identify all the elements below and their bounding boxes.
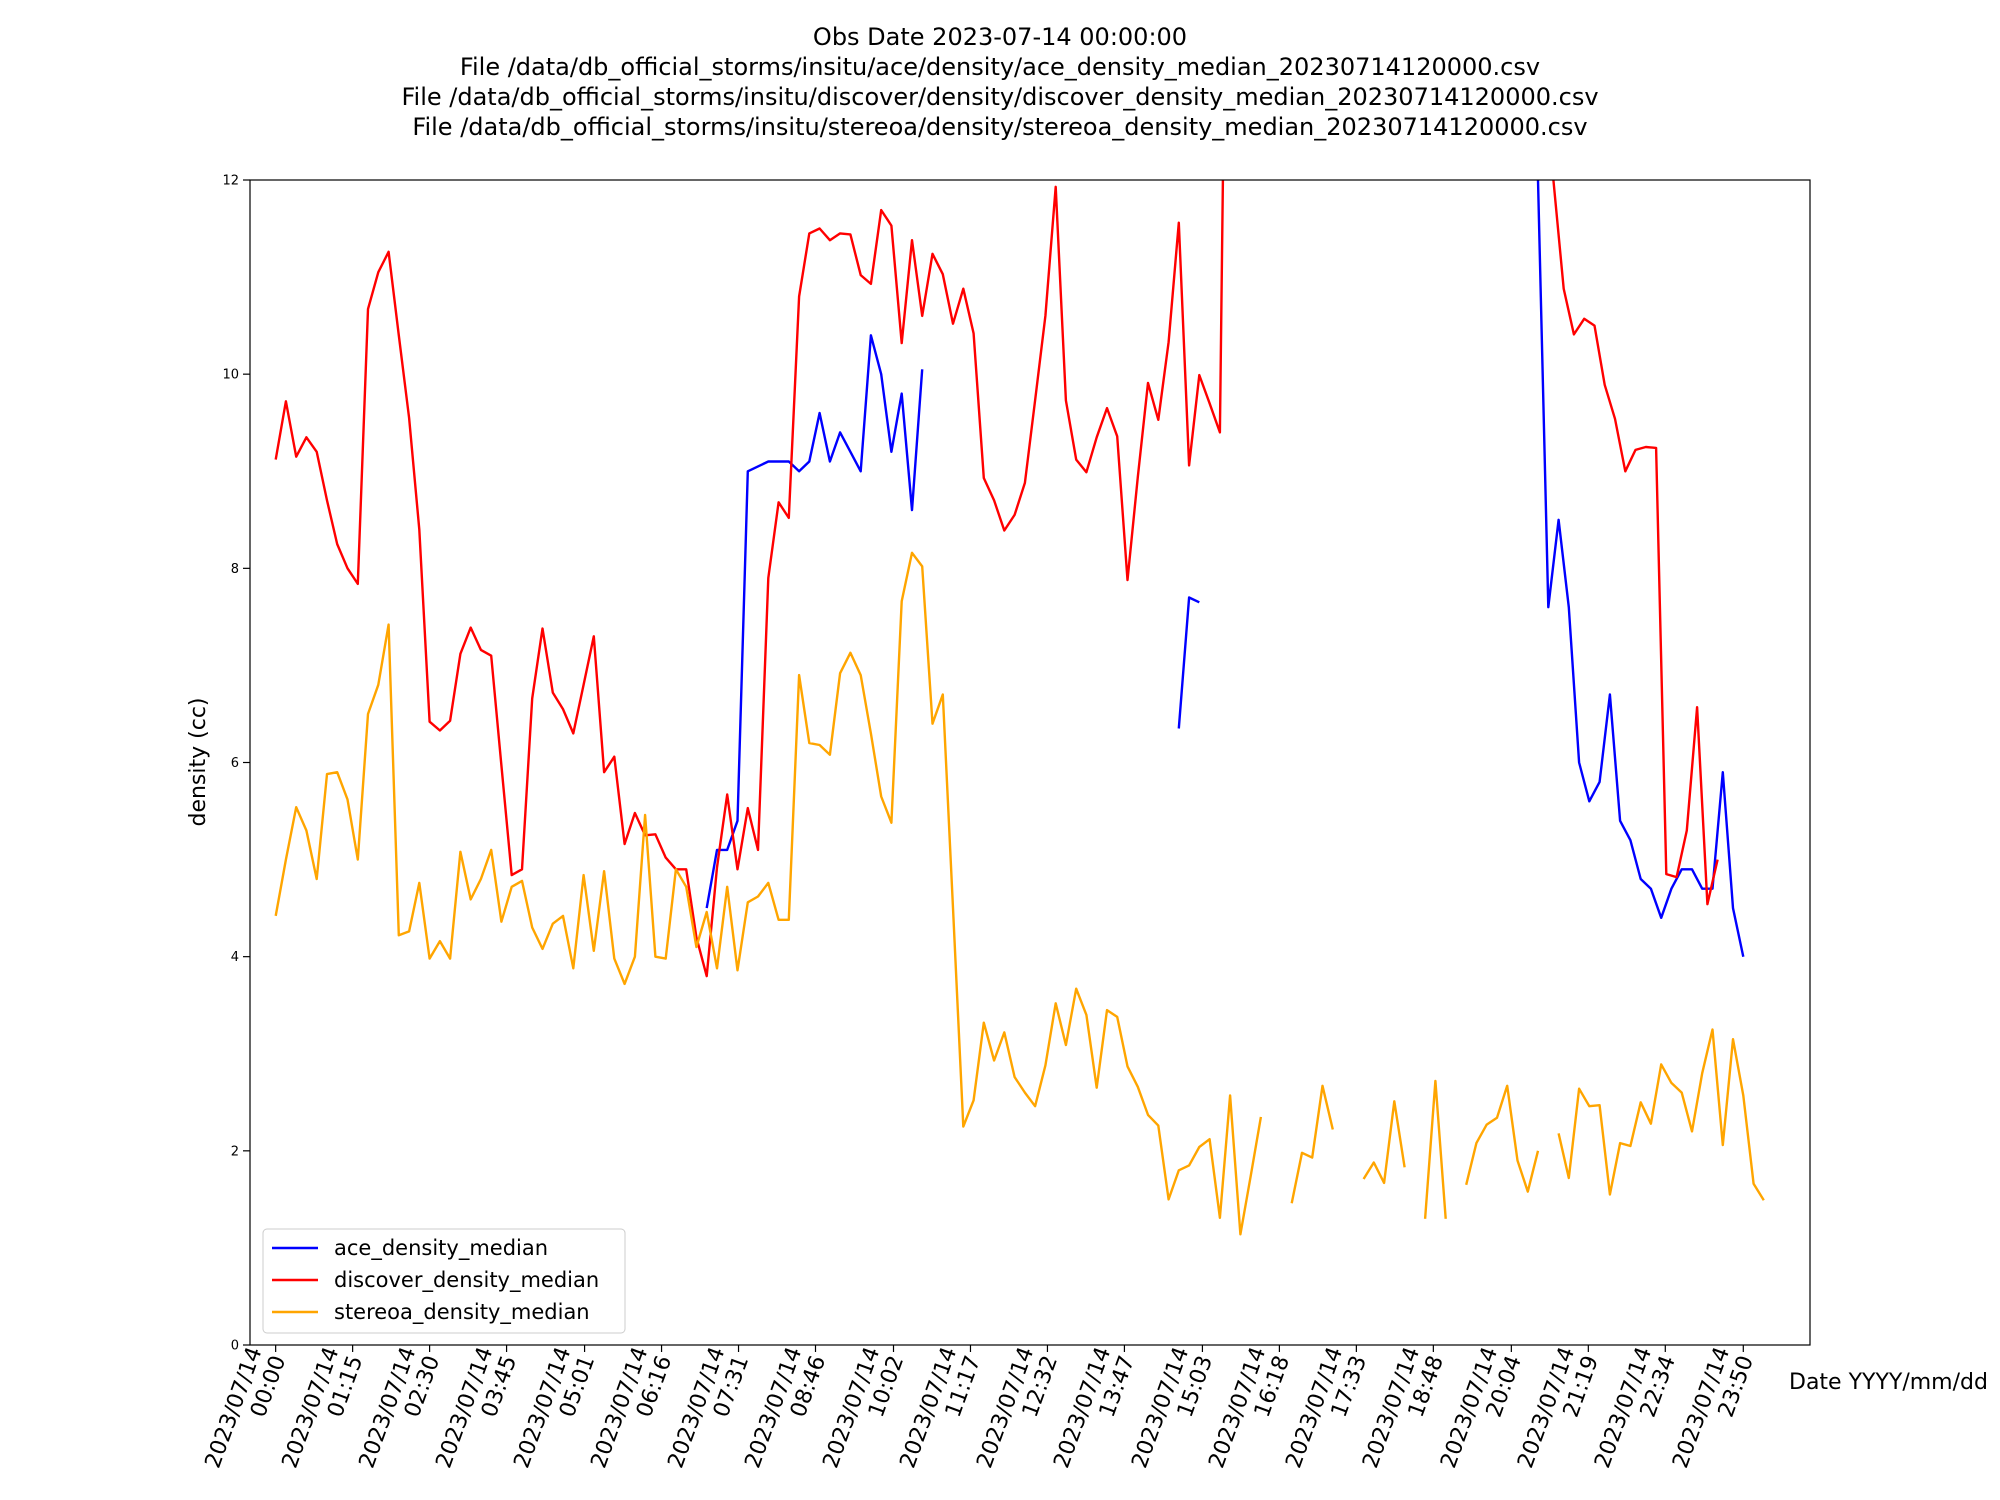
x-tick-label: 2023/07/1412:32: [972, 1344, 1063, 1480]
legend-label-stereoa_density_median: stereoa_density_median: [334, 1300, 590, 1325]
title-line-obs-date: Obs Date 2023-07-14 00:00:00: [812, 23, 1188, 51]
series-layer: [274, 180, 1765, 1236]
legend-label-discover_density_median: discover_density_median: [334, 1268, 599, 1293]
series-line-stereoa_density_median-segment-5: [1557, 1028, 1765, 1201]
x-tick-label: 2023/07/1402:30: [355, 1344, 446, 1480]
y-tick-label: 12: [222, 174, 239, 189]
x-tick-label: 2023/07/1413:47: [1049, 1344, 1140, 1480]
x-tick-label: 2023/07/1401:15: [278, 1344, 369, 1480]
series-line-stereoa_density_median-segment-2: [1362, 1100, 1406, 1185]
x-tick-label: 2023/07/1407:31: [664, 1344, 755, 1480]
x-tick-label: 2023/07/1406:16: [587, 1344, 678, 1480]
x-tick-label: 2023/07/1403:45: [432, 1344, 523, 1480]
y-tick-label: 8: [231, 562, 239, 577]
y-tick-label: 4: [231, 950, 239, 965]
legend: ace_density_median discover_density_media…: [262, 1228, 626, 1334]
chart-title: Obs Date 2023-07-14 00:00:00 File /data/…: [0, 22, 2000, 142]
y-tick-label: 2: [231, 1144, 239, 1159]
series-line-ace_density_median-segment-2: [1536, 180, 1745, 957]
title-line-stereoa-file: File /data/db_official_storms/insitu/ste…: [412, 113, 1588, 141]
x-tick-label: 2023/07/1417:33: [1281, 1344, 1372, 1480]
y-axis-label: density (cc): [186, 697, 211, 826]
y-axis: 0 2 4 6 8 10 12: [222, 174, 250, 1354]
series-line-stereoa_density_median-segment-3: [1423, 1079, 1447, 1219]
series-line-ace_density_median-segment-1: [1177, 596, 1200, 729]
series-line-discover_density_median-segment-1: [1552, 180, 1719, 906]
x-tick-label: 2023/07/1415:03: [1127, 1344, 1218, 1480]
series-line-ace_density_median-segment-0: [705, 334, 924, 909]
x-tick-label: 2023/07/1408:46: [740, 1344, 831, 1480]
legend-label-ace_density_median: ace_density_median: [334, 1236, 548, 1261]
x-tick-label: 2023/07/1410:02: [818, 1344, 909, 1480]
y-tick-label: 0: [231, 1339, 239, 1354]
plot-frame: [249, 179, 1811, 1346]
x-axis-label: Date YYYY/mm/dd: [1789, 1370, 1988, 1395]
x-axis: 2023/07/1400:002023/07/1401:152023/07/14…: [201, 1344, 1759, 1480]
x-tick-label: 2023/07/1416:18: [1204, 1344, 1295, 1480]
x-tick-label: 2023/07/1421:19: [1513, 1344, 1604, 1480]
x-tick-label: 2023/07/1423:50: [1668, 1344, 1759, 1480]
series-line-stereoa_density_median-segment-0: [274, 551, 1263, 1236]
title-line-discover-file: File /data/db_official_storms/insitu/dis…: [401, 83, 1599, 111]
x-tick-label: 2023/07/1422:34: [1590, 1344, 1681, 1480]
x-tick-label: 2023/07/1405:01: [510, 1344, 601, 1480]
x-tick-label: 2023/07/1418:48: [1358, 1344, 1449, 1480]
y-tick-label: 6: [231, 756, 239, 771]
legend-box: [262, 1228, 626, 1334]
series-line-stereoa_density_median-segment-1: [1290, 1084, 1334, 1204]
title-line-ace-file: File /data/db_official_storms/insitu/ace…: [459, 53, 1541, 81]
x-tick-label: 2023/07/1420:04: [1436, 1344, 1527, 1480]
series-line-stereoa_density_median-segment-4: [1465, 1084, 1540, 1193]
y-tick-label: 10: [222, 368, 239, 383]
series-line-discover_density_median-segment-0: [274, 180, 1225, 978]
x-tick-label: 2023/07/1400:00: [201, 1344, 292, 1480]
x-tick-label: 2023/07/1411:17: [895, 1344, 986, 1480]
